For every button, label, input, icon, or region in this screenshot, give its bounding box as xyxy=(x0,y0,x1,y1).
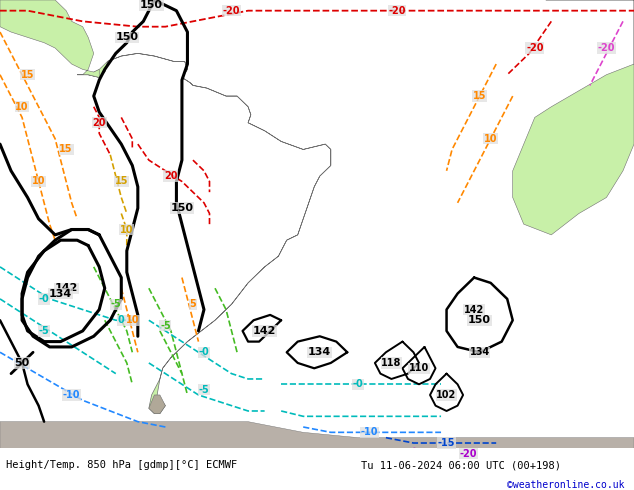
Text: 10: 10 xyxy=(15,102,29,112)
Text: 10: 10 xyxy=(32,176,46,187)
Text: 20: 20 xyxy=(93,118,106,128)
Text: 15: 15 xyxy=(473,91,486,101)
Text: 15: 15 xyxy=(21,70,34,80)
Text: -0: -0 xyxy=(353,379,364,389)
Text: 142: 142 xyxy=(55,283,78,293)
Text: 150: 150 xyxy=(171,203,193,213)
Text: -5: -5 xyxy=(198,385,209,394)
Text: 15: 15 xyxy=(115,176,128,187)
Text: -5: -5 xyxy=(110,299,121,309)
Text: 150: 150 xyxy=(140,0,163,10)
Text: 142: 142 xyxy=(464,305,484,315)
Text: 20: 20 xyxy=(164,171,178,181)
Text: -0: -0 xyxy=(198,347,209,357)
Text: 134: 134 xyxy=(470,347,489,357)
Text: ©weatheronline.co.uk: ©weatheronline.co.uk xyxy=(507,480,624,490)
Text: -10: -10 xyxy=(361,427,378,438)
Text: -20: -20 xyxy=(388,6,406,16)
Text: Height/Temp. 850 hPa [gdmp][°C] ECMWF: Height/Temp. 850 hPa [gdmp][°C] ECMWF xyxy=(6,460,238,470)
Text: -0: -0 xyxy=(39,294,49,304)
Text: -15: -15 xyxy=(438,438,455,448)
Text: 110: 110 xyxy=(409,363,429,373)
Text: -20: -20 xyxy=(223,6,240,16)
Polygon shape xyxy=(0,422,634,448)
Polygon shape xyxy=(0,0,100,77)
Polygon shape xyxy=(149,395,165,414)
Text: 5: 5 xyxy=(190,299,197,309)
Text: 134: 134 xyxy=(49,289,72,298)
Text: -20: -20 xyxy=(460,449,477,459)
Text: 118: 118 xyxy=(381,358,401,368)
Text: -5: -5 xyxy=(39,326,49,336)
Text: -20: -20 xyxy=(598,43,615,53)
Text: 10: 10 xyxy=(126,315,139,325)
Text: 0: 0 xyxy=(118,315,125,325)
Text: 134: 134 xyxy=(308,347,332,357)
Text: 10: 10 xyxy=(120,224,134,235)
Polygon shape xyxy=(77,61,108,77)
Text: -10: -10 xyxy=(63,390,81,400)
Text: 142: 142 xyxy=(253,326,276,336)
Text: -5: -5 xyxy=(160,320,171,331)
Polygon shape xyxy=(77,53,331,414)
Polygon shape xyxy=(513,0,634,235)
Text: Tu 11-06-2024 06:00 UTC (00+198): Tu 11-06-2024 06:00 UTC (00+198) xyxy=(361,460,561,470)
Text: 150: 150 xyxy=(115,32,138,42)
Text: 10: 10 xyxy=(484,134,498,144)
Text: 150: 150 xyxy=(468,315,491,325)
Text: -20: -20 xyxy=(526,43,543,53)
Text: 50: 50 xyxy=(15,358,30,368)
Text: 15: 15 xyxy=(60,145,73,154)
Text: 102: 102 xyxy=(436,390,456,400)
